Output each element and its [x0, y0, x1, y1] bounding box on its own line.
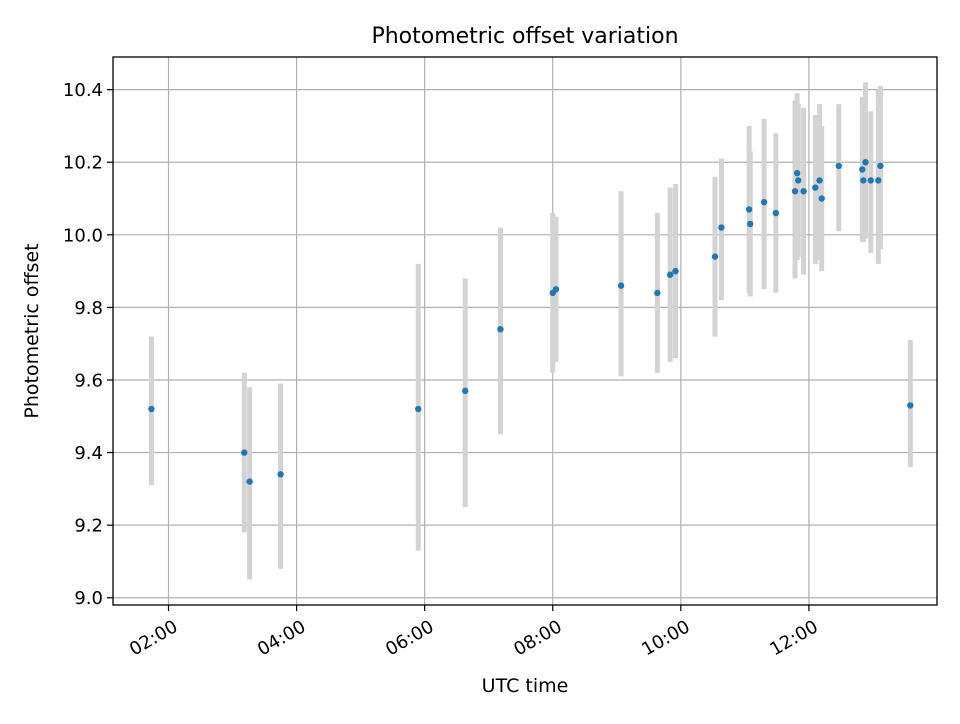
data-point: [812, 184, 819, 191]
y-tick-label: 9.0: [74, 588, 103, 609]
data-point: [672, 267, 679, 275]
x-tick-label: 12:00: [766, 616, 821, 660]
data-point: [835, 162, 843, 170]
x-tick-label: 10:00: [638, 616, 693, 660]
data-point: [277, 471, 284, 478]
data-point: [415, 405, 422, 413]
data-point: [246, 478, 253, 485]
data-point: [666, 271, 674, 278]
x-axis-ticks: 02:00 04:00 06:00 08:00 10:00 12:00: [126, 605, 822, 660]
data-point: [654, 289, 661, 297]
data-point: [877, 162, 884, 170]
plot-frame: [112, 56, 938, 606]
data-point: [795, 177, 802, 184]
data-point: [793, 169, 801, 177]
data-point: [462, 387, 469, 395]
y-tick-label: 10.0: [63, 225, 103, 246]
data-point: [772, 209, 780, 217]
y-axis-label: Photometric offset: [21, 243, 43, 418]
data-point: [148, 405, 155, 413]
x-tick-label: 02:00: [126, 616, 181, 660]
data-point: [800, 188, 807, 195]
data-point: [859, 166, 866, 173]
data-point: [241, 449, 248, 456]
data-point: [907, 402, 914, 409]
data-point: [875, 177, 882, 184]
x-axis-label: UTC time: [482, 675, 569, 697]
error-bars: [148, 82, 913, 580]
y-axis-ticks: 9.0 9.2 9.4 9.6 9.8 10.0 10.2 10.4: [63, 80, 113, 609]
data-point: [745, 206, 753, 213]
y-tick-label: 9.6: [74, 370, 103, 391]
data-point: [862, 159, 869, 166]
data-point: [497, 325, 504, 333]
y-tick-label: 10.4: [63, 80, 103, 101]
data-point: [552, 286, 560, 293]
data-points: [148, 159, 914, 485]
y-tick-label: 9.8: [74, 298, 103, 319]
data-point: [617, 282, 625, 289]
data-point: [816, 177, 823, 184]
x-tick-label: 06:00: [382, 616, 437, 660]
chart-title: Photometric offset variation: [371, 24, 678, 49]
data-point: [791, 188, 799, 195]
data-point: [818, 195, 825, 202]
data-point: [867, 177, 875, 184]
x-tick-label: 08:00: [510, 616, 565, 660]
data-point: [718, 224, 725, 231]
x-tick-label: 04:00: [254, 616, 309, 660]
data-point: [760, 198, 768, 206]
y-tick-label: 9.4: [74, 443, 103, 464]
y-tick-label: 10.2: [63, 153, 103, 174]
data-point: [711, 253, 719, 260]
y-tick-label: 9.2: [74, 516, 103, 537]
data-point: [747, 220, 754, 228]
data-point: [860, 177, 867, 184]
